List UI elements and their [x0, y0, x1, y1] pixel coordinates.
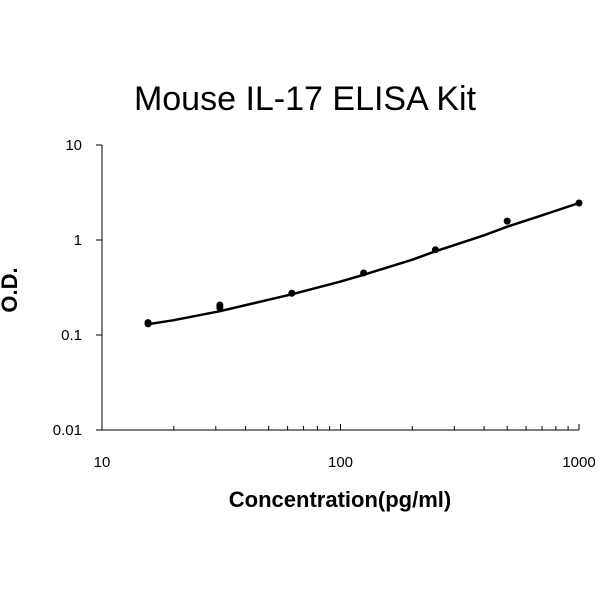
data-points: [144, 199, 583, 328]
x-tick-label: 1000: [562, 454, 595, 471]
trend-line: [147, 201, 580, 326]
chart-title: Mouse IL-17 ELISA Kit: [134, 80, 477, 118]
y-tick-label: 1: [74, 232, 82, 249]
x-tick-label: 100: [328, 454, 353, 471]
data-point: [216, 304, 224, 312]
axis-ticks: [96, 144, 580, 431]
y-tick-label: 0.1: [61, 327, 82, 344]
data-point: [144, 320, 152, 328]
x-tick-label: 10: [94, 454, 111, 471]
x-axis-label: Concentration(pg/ml): [229, 487, 451, 512]
data-point: [575, 199, 583, 207]
y-axis-label: O.D.: [0, 267, 22, 312]
data-point: [431, 246, 439, 254]
y-tick-label: 0.01: [53, 422, 82, 439]
data-point: [503, 217, 511, 225]
y-tick-label: 10: [65, 137, 82, 154]
data-point: [288, 289, 296, 297]
tick-labels: 10 100 1000 0.01 0.1 1 10: [53, 137, 596, 471]
data-point: [360, 269, 368, 277]
axes: [101, 145, 579, 431]
